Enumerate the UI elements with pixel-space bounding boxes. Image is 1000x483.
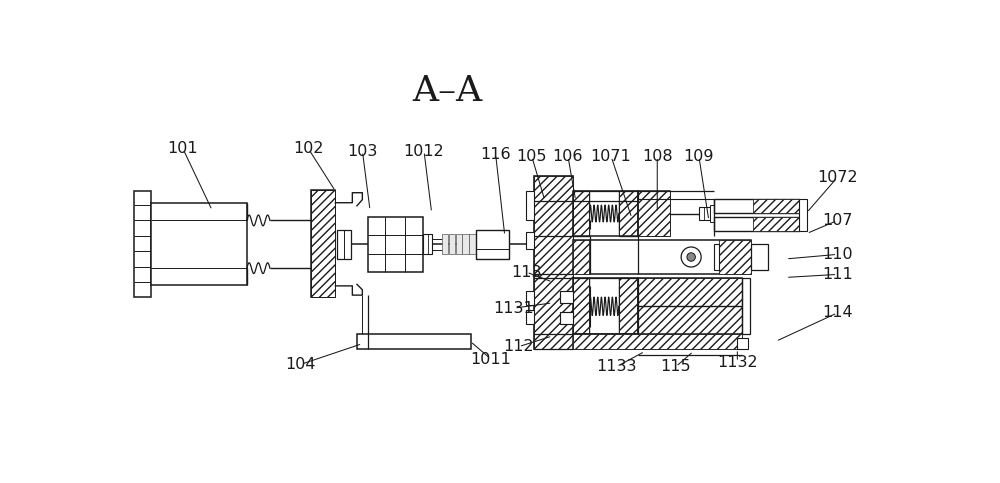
Bar	[456, 234, 462, 255]
Circle shape	[687, 253, 695, 261]
Bar	[526, 191, 534, 220]
Bar	[526, 232, 534, 249]
Bar	[619, 191, 638, 236]
Text: 109: 109	[684, 149, 714, 164]
Bar	[714, 217, 799, 231]
Text: 114: 114	[822, 305, 853, 320]
Bar	[719, 240, 751, 274]
Bar	[151, 203, 247, 285]
Bar	[638, 278, 742, 334]
Bar	[799, 199, 807, 231]
Text: 111: 111	[822, 267, 853, 282]
Text: 110: 110	[822, 247, 853, 262]
Bar	[573, 240, 589, 274]
Text: 1011: 1011	[471, 352, 511, 367]
Bar	[699, 207, 710, 220]
Bar	[337, 230, 351, 259]
Bar	[714, 199, 799, 213]
Text: A–A: A–A	[412, 74, 482, 108]
Bar	[753, 199, 799, 213]
Bar	[573, 334, 742, 349]
Bar	[526, 291, 534, 305]
Bar	[753, 217, 799, 231]
Bar	[638, 191, 670, 236]
Bar	[573, 191, 589, 236]
Bar	[619, 278, 638, 334]
Bar	[526, 310, 534, 324]
Text: 1132: 1132	[717, 355, 758, 369]
Bar	[710, 205, 714, 222]
Bar	[573, 240, 751, 274]
Bar	[311, 190, 335, 298]
Text: 104: 104	[286, 357, 316, 372]
Bar	[573, 191, 638, 236]
Bar	[476, 230, 509, 259]
Bar	[560, 312, 573, 324]
Text: 1012: 1012	[404, 143, 444, 158]
Bar	[368, 216, 423, 272]
Text: 106: 106	[553, 149, 583, 164]
Bar	[534, 176, 573, 349]
Text: 1133: 1133	[596, 359, 637, 374]
Bar	[311, 190, 335, 298]
Bar	[357, 334, 471, 349]
Text: 112: 112	[503, 339, 534, 354]
Bar	[134, 191, 151, 298]
Text: 103: 103	[347, 143, 378, 158]
Bar	[714, 243, 719, 270]
Bar	[742, 278, 750, 334]
Bar	[638, 278, 742, 334]
Text: 1131: 1131	[494, 301, 534, 316]
Text: 115: 115	[660, 359, 691, 374]
Text: 116: 116	[480, 147, 511, 162]
Bar	[423, 234, 432, 255]
Bar	[573, 278, 589, 334]
Bar	[573, 334, 742, 349]
Text: 108: 108	[642, 149, 673, 164]
Bar	[449, 234, 455, 255]
Bar	[442, 234, 448, 255]
Bar	[573, 278, 638, 334]
Text: 107: 107	[822, 213, 853, 228]
Bar	[742, 299, 747, 313]
Text: 1072: 1072	[817, 170, 858, 185]
Bar	[751, 243, 768, 270]
Bar	[469, 234, 476, 255]
Bar	[573, 191, 589, 236]
Bar	[619, 191, 638, 236]
Text: 105: 105	[516, 149, 547, 164]
Text: 102: 102	[293, 142, 324, 156]
Text: 1071: 1071	[591, 149, 631, 164]
Bar	[462, 234, 469, 255]
Bar	[638, 191, 670, 236]
Bar	[560, 291, 573, 303]
Bar	[573, 278, 589, 334]
Bar	[619, 278, 638, 334]
Text: 101: 101	[168, 142, 198, 156]
Bar	[737, 338, 748, 349]
Bar	[534, 176, 573, 349]
Text: 113: 113	[511, 265, 542, 280]
